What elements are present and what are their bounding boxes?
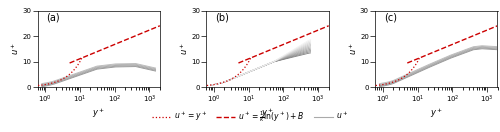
X-axis label: $y^+$: $y^+$ xyxy=(92,106,105,120)
X-axis label: $y^+$: $y^+$ xyxy=(261,106,274,120)
Y-axis label: $u^+$: $u^+$ xyxy=(347,42,358,55)
Y-axis label: $u^+$: $u^+$ xyxy=(178,42,190,55)
Text: (b): (b) xyxy=(215,13,229,23)
Legend: $u^+ = y^+$, $u^+ = \frac{1}{\kappa}\ln(y^+)+B$, $u^+$: $u^+ = y^+$, $u^+ = \frac{1}{\kappa}\ln(… xyxy=(148,106,352,127)
Text: (c): (c) xyxy=(384,13,396,23)
X-axis label: $y^+$: $y^+$ xyxy=(430,106,443,120)
Y-axis label: $u^+$: $u^+$ xyxy=(9,42,21,55)
Text: (a): (a) xyxy=(46,13,60,23)
